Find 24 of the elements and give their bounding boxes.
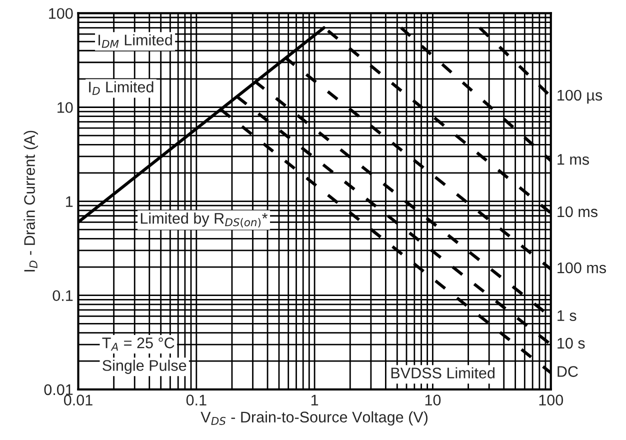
series-label: 1 s [558,310,576,322]
x-tick-label: 100 [539,394,564,406]
annotation: BVDSS Limited [391,367,494,378]
annotation: T$_{A}$ = 25 °C [102,338,174,351]
series-label: DC [558,366,578,377]
x-axis-title: V$_{DS}$ - Drain-to-Source Voltage (V) [200,411,428,426]
annotation: I$_{D}$ Limited [89,81,154,95]
series-label: 100 ms [558,262,606,274]
x-tick-label: 10 [425,394,441,406]
annotation: I$_{DM}$ Limited [98,34,172,48]
y-axis-title: I$_{D}$ - Drain Current (A) [24,130,38,272]
series-label: 1 ms [558,154,589,165]
y-tick-label: 1 [66,196,73,207]
series-label: 10 ms [558,206,598,218]
y-tick-label: 0.1 [52,290,73,302]
y-tick-label: 0.01 [44,384,73,396]
y-tick-label: 100 [49,8,73,19]
annotation: Limited by R$_{DS(on)}$* [140,212,268,228]
series-label: 10 s [558,338,585,349]
y-tick-label: 10 [58,102,73,113]
annotation: Single Pulse [102,360,186,374]
x-tick-label: 1 [311,394,318,406]
x-tick-label: 0.1 [186,394,206,406]
series-label: 100 µs [558,90,602,104]
